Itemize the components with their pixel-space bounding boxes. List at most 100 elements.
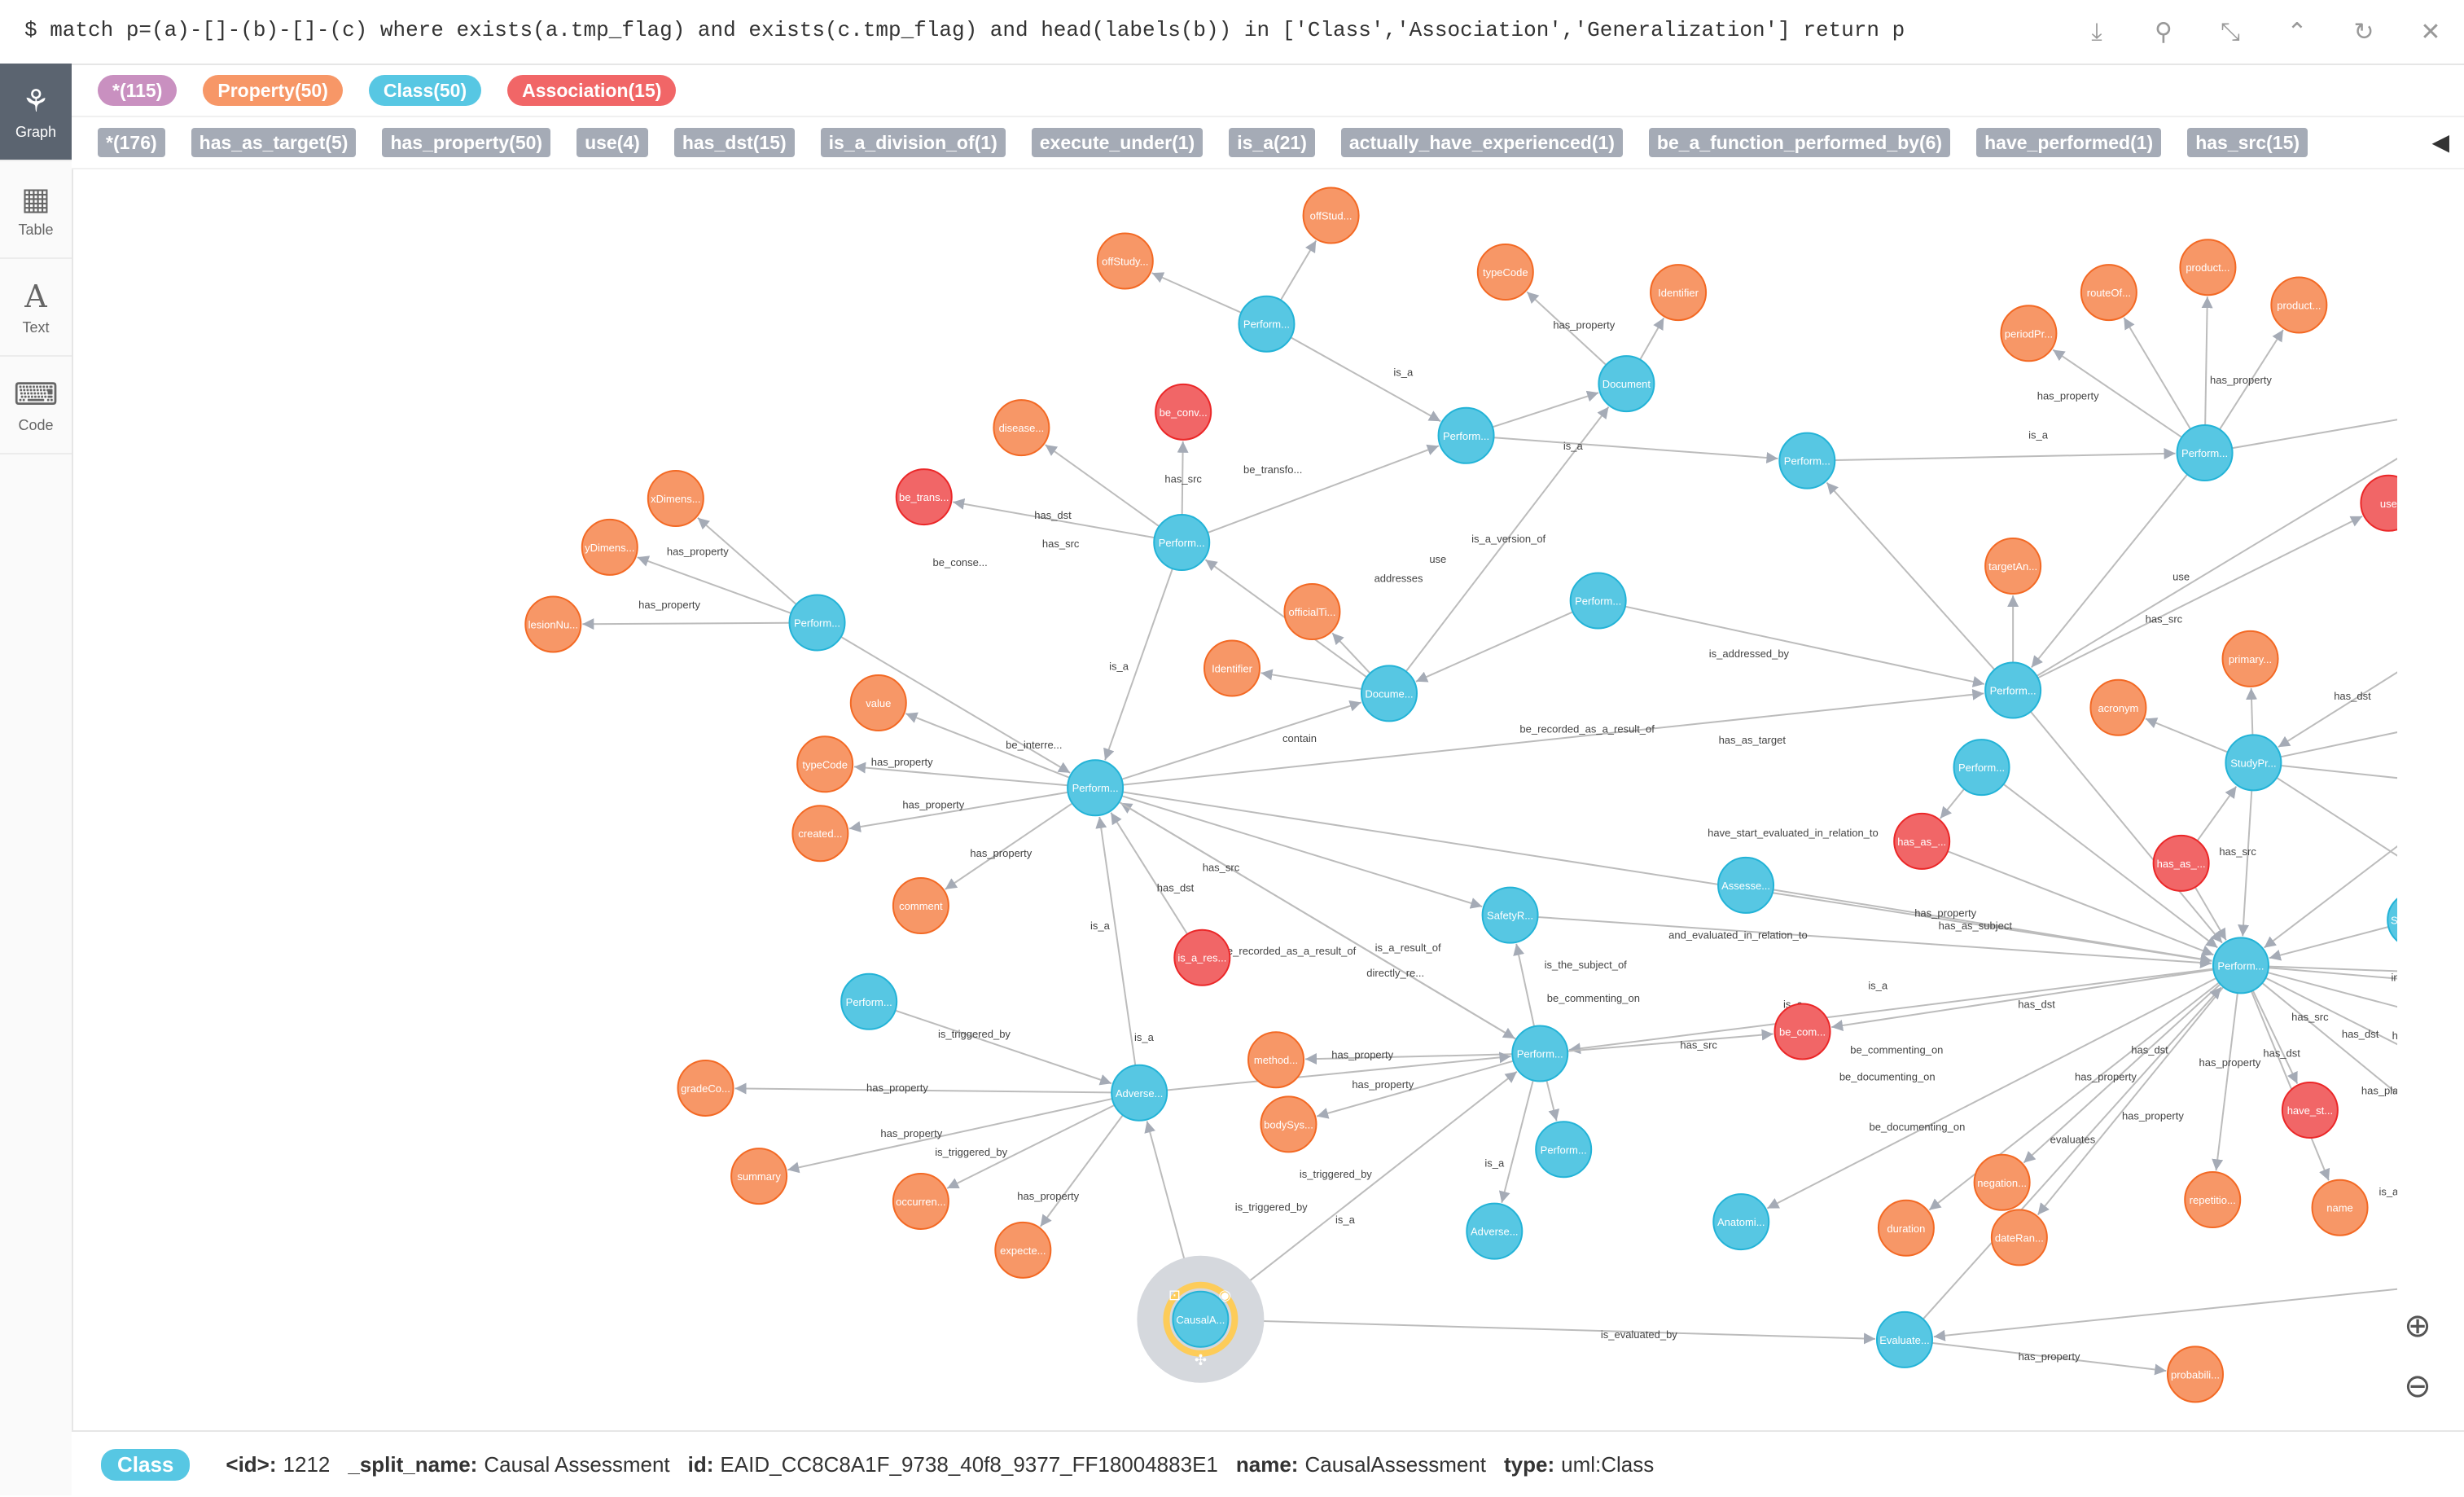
relationship-edge[interactable] <box>1526 291 1607 366</box>
graph-node-class[interactable]: Evaluate... <box>1875 1310 1933 1368</box>
graph-node-property[interactable]: summary <box>730 1148 788 1205</box>
node-circle[interactable] <box>2387 892 2397 947</box>
relationship-edge[interactable] <box>2002 783 2218 949</box>
close-icon[interactable]: ✕ <box>2420 17 2441 46</box>
graph-node-association[interactable]: is_a_res... <box>1173 928 1231 986</box>
relationship-edge[interactable] <box>2246 687 2258 735</box>
relationship-edge[interactable] <box>1545 1080 1560 1122</box>
relationship-type-tag[interactable]: *(176) <box>98 128 165 157</box>
relationship-edge[interactable] <box>1405 406 1610 673</box>
graph-node-class[interactable]: CausalA... <box>1172 1290 1230 1348</box>
relationship-edge[interactable] <box>840 636 1071 774</box>
relationship-edge[interactable] <box>1830 968 2214 1031</box>
relationship-edge[interactable] <box>1260 669 1362 691</box>
relationship-edge[interactable] <box>2219 329 2284 430</box>
node-circle[interactable] <box>1773 1003 1831 1060</box>
expand-icon[interactable]: ✣ <box>1195 1352 1207 1369</box>
graph-node-property[interactable]: probabili... <box>2166 1346 2224 1403</box>
node-circle[interactable] <box>1481 886 1539 944</box>
graph-node-association[interactable]: be_conv... <box>1155 383 1212 441</box>
relationship-edge[interactable] <box>1766 977 2217 1209</box>
node-circle[interactable] <box>1155 383 1212 441</box>
graph-node-association[interactable]: use <box>2360 474 2397 532</box>
node-circle[interactable] <box>1238 295 1296 353</box>
relationship-edge[interactable] <box>946 1104 1116 1189</box>
node-circle[interactable] <box>2000 305 2058 362</box>
lock-icon[interactable]: ⊡ <box>1168 1287 1181 1304</box>
graph-node-property[interactable]: expecte... <box>994 1221 1052 1279</box>
node-circle[interactable] <box>1535 1121 1593 1179</box>
graph-node-property[interactable]: offStud... <box>1302 187 1360 244</box>
relationship-type-tag[interactable]: has_property(50) <box>382 128 551 157</box>
graph-node-association[interactable]: have_st... <box>2281 1082 2339 1139</box>
relationship-edge[interactable] <box>895 1009 1112 1086</box>
relationship-edge[interactable] <box>1947 850 2214 956</box>
relationship-type-tag[interactable]: has_src(15) <box>2187 128 2308 157</box>
node-circle[interactable] <box>1302 187 1360 244</box>
relationship-edge[interactable] <box>2280 679 2397 758</box>
node-circle[interactable] <box>2152 834 2210 892</box>
node-circle[interactable] <box>796 735 854 793</box>
node-circle[interactable] <box>2360 474 2397 532</box>
pin-icon[interactable]: ⚲ <box>2155 17 2172 46</box>
caret-left-icon[interactable]: ◀ <box>2431 130 2449 155</box>
graph-node-class[interactable]: Perform... <box>788 594 846 652</box>
relationship-edge[interactable] <box>1305 1053 1513 1065</box>
relationship-edge[interactable] <box>1624 605 1985 687</box>
graph-node-property[interactable]: comment <box>892 877 949 935</box>
relationship-edge[interactable] <box>1122 791 2212 965</box>
graph-node-property[interactable]: negation... <box>1973 1153 2031 1211</box>
node-circle[interactable] <box>2225 734 2282 792</box>
graph-node-class[interactable]: Perform... <box>1984 661 2042 719</box>
graph-node-class[interactable]: Adverse... <box>1111 1064 1168 1122</box>
eye-icon[interactable]: ◉ <box>1219 1287 1232 1304</box>
node-circle[interactable] <box>895 468 953 526</box>
relationship-type-tag[interactable]: execute_under(1) <box>1031 128 1204 157</box>
node-circle[interactable] <box>788 594 846 652</box>
graph-node-class[interactable]: Perform... <box>1067 759 1125 817</box>
graph-node-property[interactable]: periodPr... <box>2000 305 2058 362</box>
relationship-edge[interactable] <box>1121 795 1483 909</box>
relationship-edge[interactable] <box>2251 990 2299 1084</box>
relationship-edge[interactable] <box>1095 816 1137 1066</box>
node-circle[interactable] <box>994 1221 1052 1279</box>
relationship-edge[interactable] <box>2201 296 2213 426</box>
relationship-edge[interactable] <box>1568 968 2214 1055</box>
graph-node-property[interactable]: product... <box>2179 239 2237 296</box>
relationship-edge[interactable] <box>1290 336 1441 423</box>
graph-node-class[interactable]: Perform... <box>2212 937 2269 994</box>
node-circle[interactable] <box>892 1172 949 1230</box>
relationship-edge[interactable] <box>2278 626 2397 748</box>
relationship-edge[interactable] <box>2261 982 2397 1132</box>
relationship-edge[interactable] <box>2194 886 2227 941</box>
relationship-edge[interactable] <box>1177 441 1189 516</box>
relationship-edge[interactable] <box>1166 1051 1511 1091</box>
relationship-edge[interactable] <box>2231 409 2397 450</box>
node-circle[interactable] <box>2179 239 2237 296</box>
refresh-icon[interactable]: ↻ <box>2353 17 2374 46</box>
graph-node-property[interactable]: acronym <box>2089 678 2147 736</box>
relationship-edge[interactable] <box>905 712 1070 779</box>
graph-node-property[interactable]: duration <box>1877 1199 1935 1257</box>
relationship-edge[interactable] <box>1121 700 1362 780</box>
node-circle[interactable] <box>1973 1153 2031 1211</box>
download-icon[interactable]: ⤓ <box>2091 17 2102 46</box>
node-label-pill[interactable]: Class(50) <box>368 75 482 106</box>
graph-node-class[interactable]: Perform... <box>1535 1121 1593 1179</box>
graph-node-property[interactable]: typeCode <box>1476 243 1534 301</box>
node-circle[interactable] <box>1067 759 1125 817</box>
relationship-type-tag[interactable]: actually_have_experienced(1) <box>1340 128 1623 157</box>
node-circle[interactable] <box>1717 856 1775 914</box>
relationship-edge[interactable] <box>853 762 1068 787</box>
relationship-type-tag[interactable]: is_a_division_of(1) <box>820 128 1006 157</box>
relationship-edge[interactable] <box>1122 688 1984 786</box>
relationship-edge[interactable] <box>2238 790 2253 937</box>
relationship-edge[interactable] <box>1039 1114 1124 1227</box>
node-circle[interactable] <box>1476 243 1534 301</box>
node-circle[interactable] <box>2212 937 2269 994</box>
node-circle[interactable] <box>1650 264 1708 322</box>
relationship-edge[interactable] <box>2212 993 2238 1171</box>
sidebar-item-graph[interactable]: ⚘ Graph <box>0 64 72 161</box>
relationship-edge[interactable] <box>1045 444 1160 528</box>
node-circle[interactable] <box>1778 432 1836 489</box>
